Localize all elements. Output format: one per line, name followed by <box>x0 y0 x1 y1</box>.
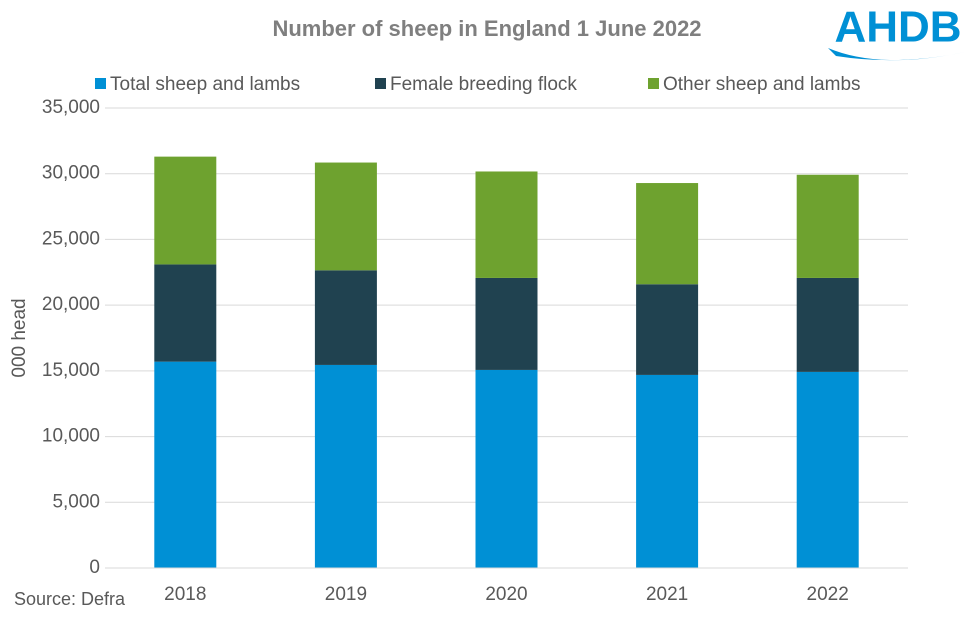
bar-segment <box>796 174 859 278</box>
chart-title: Number of sheep in England 1 June 2022 <box>272 16 701 41</box>
bar-segment <box>475 171 538 278</box>
bar-segment <box>636 284 699 375</box>
legend-swatch <box>95 78 106 89</box>
logo: AHDB <box>834 3 961 52</box>
legend-label: Other sheep and lambs <box>663 74 861 95</box>
source-note: Source: Defra <box>14 589 126 609</box>
x-tick-label: 2021 <box>646 584 688 605</box>
bar-segment <box>314 364 377 568</box>
x-tick-label: 2020 <box>485 584 527 605</box>
legend-label: Total sheep and lambs <box>110 74 300 95</box>
legend-swatch <box>648 78 659 89</box>
legend-label: Female breeding flock <box>390 74 577 95</box>
bar-segment <box>154 361 217 568</box>
bar-segment <box>796 277 859 372</box>
y-tick-label: 25,000 <box>42 228 100 249</box>
y-tick-label: 10,000 <box>42 426 100 447</box>
bar-segment <box>314 162 377 271</box>
bar-segment <box>796 371 859 568</box>
bar-segment <box>154 264 217 362</box>
legend-swatch <box>375 78 386 89</box>
bar-segment <box>475 277 538 370</box>
y-tick-label: 20,000 <box>42 294 100 315</box>
y-tick-label: 5,000 <box>52 491 100 512</box>
bar-segment <box>154 156 217 265</box>
bar-segment <box>636 374 699 568</box>
y-tick-label: 35,000 <box>42 97 100 118</box>
bar-segment <box>636 183 699 285</box>
x-tick-label: 2018 <box>164 584 206 605</box>
x-tick-label: 2022 <box>807 584 849 605</box>
y-tick-label: 15,000 <box>42 360 100 381</box>
bar-segment <box>475 369 538 568</box>
y-tick-label: 30,000 <box>42 163 100 184</box>
y-axis-label: 000 head <box>9 298 30 377</box>
x-tick-label: 2019 <box>325 584 367 605</box>
bar-segment <box>314 270 377 365</box>
y-tick-label: 0 <box>89 557 100 578</box>
